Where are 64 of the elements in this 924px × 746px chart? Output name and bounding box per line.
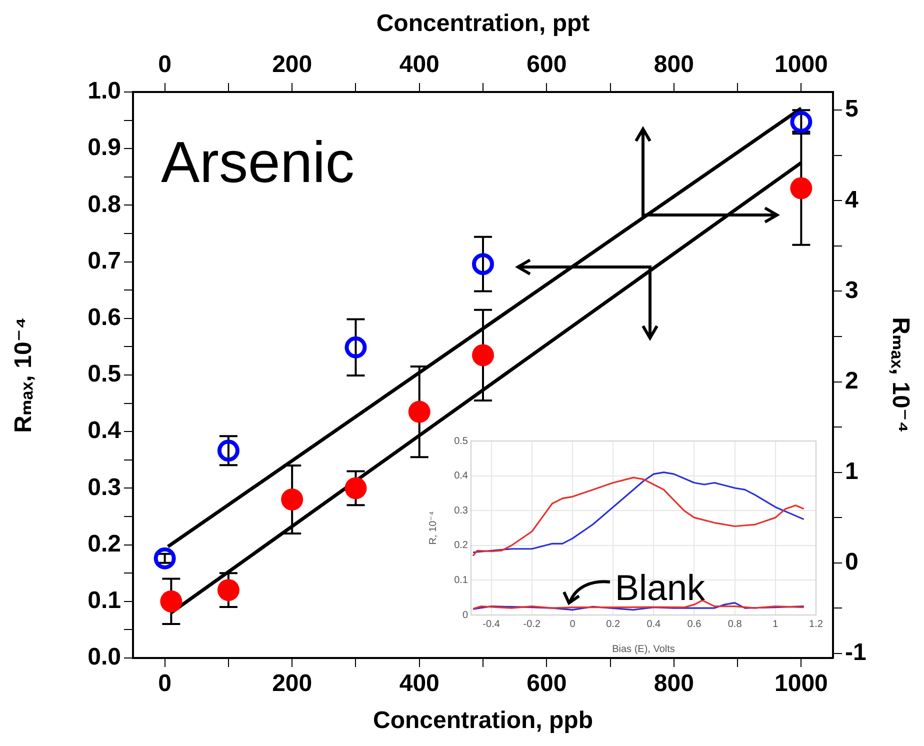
y2-tick-label: 5 (845, 96, 858, 123)
y2-tick-label: 3 (845, 276, 858, 304)
x2-tick-label: 0 (158, 51, 172, 78)
point (154, 547, 176, 570)
point (217, 579, 240, 602)
x2-axis-title: Concentration, ppt (376, 10, 590, 38)
x-tick-label: 0.4 (646, 618, 662, 630)
x-axis-title: Bias (E), Volts (612, 644, 675, 655)
y-tick-label: 0.1 (454, 574, 468, 586)
y2-tick-label: -1 (845, 639, 866, 666)
point (790, 177, 812, 200)
point (408, 400, 430, 423)
x2-tick-label: 200 (272, 51, 312, 78)
point (281, 488, 304, 511)
x-axis-title: Concentration, ppb (373, 707, 593, 734)
y-tick-label: 0.7 (88, 247, 121, 274)
point (344, 477, 367, 500)
x-tick-label: 0.8 (728, 618, 742, 630)
y2-tick-label: 1 (845, 458, 858, 485)
x2-tick-label: 800 (654, 51, 694, 78)
y-axis-title: Rₘₐₓ, 10⁻⁴ (10, 317, 38, 433)
x-tick-label: 0.6 (687, 618, 702, 630)
y-tick-label: 1.0 (88, 78, 121, 105)
x-tick-label: 1.2 (809, 618, 824, 630)
x-tick-label: 400 (399, 670, 440, 698)
y-axis-title: R, 10⁻⁴ (428, 511, 439, 545)
point (160, 590, 182, 612)
x-tick-label: -0.2 (523, 618, 541, 630)
x-tick-label: 600 (526, 670, 567, 698)
y-tick-label: 0.5 (454, 436, 468, 447)
y-tick-label: 0.2 (454, 540, 468, 552)
y-tick-label: 0.5 (88, 360, 121, 388)
y-tick-label: 0 (462, 610, 468, 621)
y-tick-label: 0.3 (454, 505, 468, 516)
y-tick-label: 0.1 (88, 587, 121, 614)
y-tick-label: 0.4 (454, 470, 468, 482)
y2-tick-label: 4 (845, 186, 859, 214)
point (217, 440, 240, 462)
y-tick-label: 0.0 (88, 644, 121, 671)
y-tick-label: 0.9 (88, 134, 121, 162)
x2-tick-label: 1000 (774, 51, 828, 78)
y-tick-label: 0.4 (88, 417, 122, 444)
x-tick-label: 0 (158, 670, 172, 698)
annotation: Blank (615, 567, 706, 608)
y-tick-label: 0.2 (88, 530, 121, 558)
y2-tick-label: 2 (845, 367, 858, 394)
x-tick-label: 200 (272, 670, 312, 698)
x-tick-label: 1 (772, 618, 779, 630)
y2-axis-title: Rₘₐₓ, 10⁻⁴ (886, 317, 914, 433)
x-tick-label: -0.4 (482, 618, 500, 630)
x-tick-label: 1000 (774, 670, 828, 698)
y-tick-label: 0.8 (88, 190, 121, 218)
point (472, 253, 494, 276)
y-tick-label: 0.6 (88, 304, 121, 332)
point (472, 344, 494, 366)
y-tick-label: 0.3 (88, 474, 121, 501)
x-tick-label: 0 (570, 618, 576, 630)
y2-tick-label: 0 (845, 548, 858, 576)
x-tick-label: 0.2 (606, 618, 620, 630)
annotation: Arsenic (161, 130, 354, 195)
x-tick-label: 800 (654, 670, 694, 698)
x2-tick-label: 400 (399, 51, 440, 78)
x2-tick-label: 600 (526, 51, 567, 78)
point (344, 336, 367, 358)
